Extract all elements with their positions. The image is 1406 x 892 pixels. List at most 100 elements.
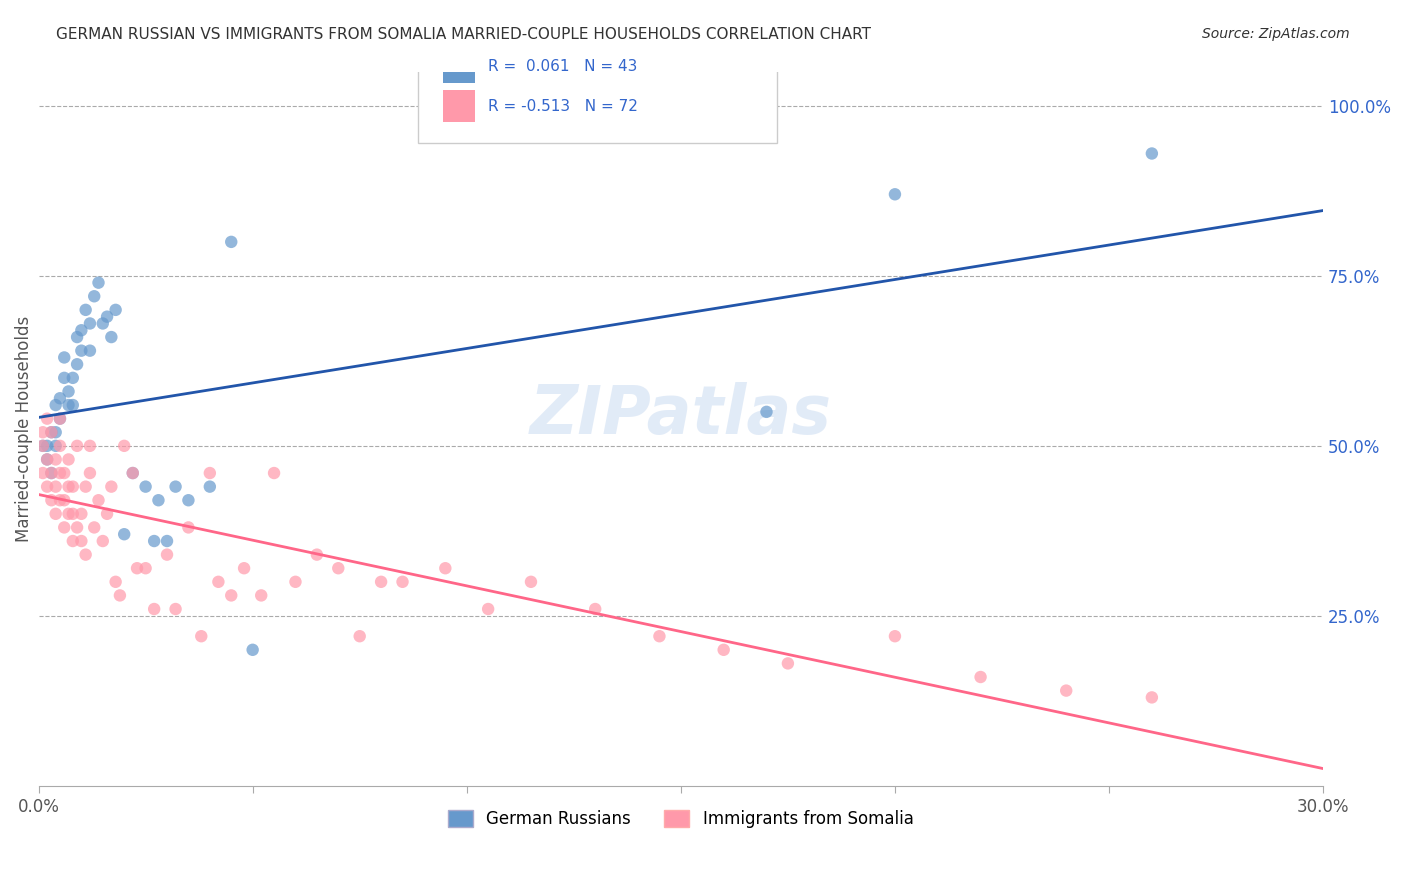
Point xyxy=(70,323,93,337)
Point xyxy=(53,493,76,508)
Point xyxy=(165,602,187,616)
Point xyxy=(233,561,256,575)
Legend: German Russians, Immigrants from Somalia: German Russians, Immigrants from Somalia xyxy=(441,803,921,835)
Point xyxy=(1140,690,1163,705)
Point xyxy=(1140,146,1163,161)
Point xyxy=(104,302,127,317)
Point xyxy=(31,466,53,480)
Point xyxy=(37,480,59,494)
Point xyxy=(91,534,114,549)
Point xyxy=(66,330,89,344)
Point xyxy=(143,602,166,616)
Point xyxy=(969,670,991,684)
Point xyxy=(75,480,97,494)
Point xyxy=(648,629,671,643)
Text: R = -0.513   N = 72: R = -0.513 N = 72 xyxy=(488,99,638,113)
Point xyxy=(58,398,80,412)
Point xyxy=(49,391,72,405)
Point xyxy=(41,466,63,480)
Point xyxy=(477,602,499,616)
Point xyxy=(305,548,328,562)
Point xyxy=(156,534,179,549)
Point xyxy=(263,466,285,480)
Point xyxy=(62,398,84,412)
Point xyxy=(884,629,907,643)
Point xyxy=(66,439,89,453)
Point xyxy=(62,534,84,549)
Point xyxy=(198,466,221,480)
Point xyxy=(45,452,67,467)
Point xyxy=(66,520,89,534)
Point xyxy=(83,289,105,303)
Point xyxy=(198,480,221,494)
Point xyxy=(62,371,84,385)
Point xyxy=(91,317,114,331)
Point xyxy=(37,452,59,467)
Point xyxy=(79,317,101,331)
Point xyxy=(49,493,72,508)
Point xyxy=(884,187,907,202)
Text: ZIPatlas: ZIPatlas xyxy=(530,382,832,448)
Point xyxy=(62,480,84,494)
Point xyxy=(583,602,606,616)
Point xyxy=(121,466,143,480)
Point xyxy=(75,302,97,317)
Point xyxy=(96,310,118,324)
Point xyxy=(177,493,200,508)
Point xyxy=(121,466,143,480)
Point xyxy=(143,534,166,549)
Point xyxy=(45,507,67,521)
Point xyxy=(156,548,179,562)
Point xyxy=(58,384,80,399)
Point xyxy=(49,411,72,425)
Point xyxy=(45,398,67,412)
Point xyxy=(242,642,264,657)
FancyBboxPatch shape xyxy=(443,51,475,83)
Text: GERMAN RUSSIAN VS IMMIGRANTS FROM SOMALIA MARRIED-COUPLE HOUSEHOLDS CORRELATION : GERMAN RUSSIAN VS IMMIGRANTS FROM SOMALI… xyxy=(56,27,872,42)
Point xyxy=(96,507,118,521)
Point xyxy=(53,351,76,365)
Point xyxy=(87,493,110,508)
Point xyxy=(41,425,63,440)
Point xyxy=(31,439,53,453)
Point xyxy=(41,466,63,480)
Point xyxy=(100,480,122,494)
Point xyxy=(250,589,273,603)
Point xyxy=(79,466,101,480)
Point xyxy=(37,439,59,453)
Point xyxy=(148,493,170,508)
Point xyxy=(370,574,392,589)
Point xyxy=(520,574,543,589)
Point xyxy=(70,343,93,358)
Point xyxy=(37,411,59,425)
Text: Source: ZipAtlas.com: Source: ZipAtlas.com xyxy=(1202,27,1350,41)
Point xyxy=(53,371,76,385)
Point xyxy=(284,574,307,589)
Point xyxy=(58,452,80,467)
Point xyxy=(58,480,80,494)
Point xyxy=(41,493,63,508)
Point xyxy=(75,548,97,562)
FancyBboxPatch shape xyxy=(418,29,778,144)
Point xyxy=(79,439,101,453)
Point xyxy=(135,480,157,494)
Point xyxy=(66,357,89,371)
Point xyxy=(37,452,59,467)
Point xyxy=(328,561,350,575)
Point xyxy=(70,507,93,521)
Point xyxy=(776,657,799,671)
Point xyxy=(104,574,127,589)
Point xyxy=(100,330,122,344)
Point xyxy=(83,520,105,534)
Y-axis label: Married-couple Households: Married-couple Households xyxy=(15,316,32,542)
Point xyxy=(349,629,371,643)
Point xyxy=(45,439,67,453)
Point xyxy=(165,480,187,494)
Point xyxy=(45,480,67,494)
Point xyxy=(219,235,242,249)
Point xyxy=(41,425,63,440)
Point xyxy=(135,561,157,575)
Point xyxy=(207,574,229,589)
Point xyxy=(79,343,101,358)
Point xyxy=(1054,683,1077,698)
